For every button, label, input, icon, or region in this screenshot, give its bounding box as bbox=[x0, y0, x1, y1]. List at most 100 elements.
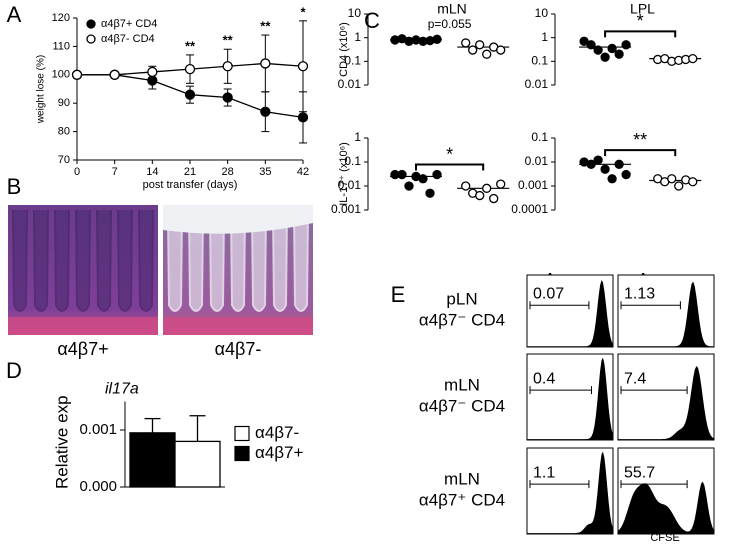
legend-marker bbox=[86, 34, 96, 44]
histogram bbox=[618, 281, 714, 347]
panel-letter: C bbox=[364, 8, 380, 33]
y-tick-label: 0.001 bbox=[79, 421, 117, 438]
data-point bbox=[475, 40, 485, 50]
data-point bbox=[607, 43, 617, 54]
histogram bbox=[527, 451, 613, 534]
panel-letter: B bbox=[7, 174, 22, 199]
row-cells: α4β7⁺ CD4 bbox=[419, 490, 505, 509]
chart-title: il17a bbox=[105, 381, 139, 398]
data-point bbox=[468, 45, 478, 55]
gate-value: 7.4 bbox=[624, 370, 646, 387]
data-point bbox=[397, 169, 407, 180]
significance: ** bbox=[223, 33, 234, 48]
legend-swatch bbox=[234, 425, 250, 442]
legend-label: α4β7- bbox=[255, 423, 299, 442]
crypt bbox=[138, 209, 154, 312]
gate-value: 1.1 bbox=[533, 464, 555, 481]
crypt bbox=[209, 209, 225, 312]
data-point bbox=[222, 61, 233, 72]
significance-bracket bbox=[604, 30, 677, 38]
histogram bbox=[618, 481, 714, 534]
chart-title: LPL bbox=[630, 1, 655, 17]
data-point bbox=[475, 190, 485, 201]
error-bar bbox=[189, 415, 206, 442]
data-point bbox=[147, 66, 158, 78]
y-tick-label: 10 bbox=[535, 6, 549, 20]
crypt bbox=[251, 209, 267, 312]
bar bbox=[129, 432, 176, 488]
significance: * bbox=[637, 11, 644, 31]
crypt bbox=[230, 209, 246, 312]
data-point bbox=[688, 53, 698, 64]
data-point bbox=[667, 174, 677, 184]
data-point bbox=[600, 52, 610, 62]
y-tick-label: 0.000 bbox=[79, 478, 117, 495]
data-point bbox=[461, 38, 471, 48]
data-point bbox=[260, 106, 271, 117]
y-tick-label: 70 bbox=[58, 154, 70, 166]
data-point bbox=[674, 181, 684, 191]
data-point bbox=[586, 159, 596, 169]
gate-value: 55.7 bbox=[624, 464, 655, 481]
data-point bbox=[593, 45, 603, 55]
data-point bbox=[607, 174, 617, 184]
significance: ** bbox=[260, 18, 271, 33]
y-axis-label: IL-17⁺ (x10⁶) bbox=[338, 142, 350, 206]
y-tick-label: 100 bbox=[52, 69, 70, 81]
data-point bbox=[222, 92, 233, 103]
data-point bbox=[621, 40, 631, 50]
y-tick-label: 0.01 bbox=[338, 77, 362, 91]
significance: * bbox=[300, 4, 306, 19]
x-tick-label: 14 bbox=[146, 166, 158, 178]
data-point bbox=[593, 155, 603, 165]
gate bbox=[529, 480, 590, 489]
data-point bbox=[461, 181, 471, 191]
panel-letter: D bbox=[6, 358, 22, 383]
x-axis-label: CFSE bbox=[650, 532, 679, 544]
data-point bbox=[614, 49, 624, 59]
significance: ** bbox=[633, 130, 647, 150]
y-tick-label: 90 bbox=[58, 97, 70, 109]
y-tick-label: 0.01 bbox=[525, 154, 549, 168]
crypt bbox=[12, 209, 28, 312]
data-point bbox=[586, 40, 596, 50]
panel-letter: E bbox=[391, 282, 406, 307]
gate bbox=[529, 301, 590, 310]
data-point bbox=[496, 179, 506, 189]
x-tick-label: 21 bbox=[184, 166, 196, 178]
legend-label: α4β7+ bbox=[255, 443, 304, 462]
y-tick-label: 10 bbox=[348, 6, 362, 20]
y-tick-label: 0.001 bbox=[331, 202, 361, 216]
y-tick-label: 0.01 bbox=[338, 178, 362, 192]
data-point bbox=[482, 183, 492, 193]
x-tick-label: 35 bbox=[259, 166, 271, 178]
row-tissue: mLN bbox=[444, 469, 480, 488]
data-point bbox=[404, 181, 414, 191]
data-point bbox=[297, 61, 309, 72]
error-bar bbox=[144, 417, 161, 433]
crypt bbox=[54, 209, 70, 312]
data-point bbox=[418, 174, 428, 184]
panel-letter: A bbox=[7, 2, 22, 27]
data-point bbox=[614, 159, 624, 169]
data-point bbox=[425, 188, 435, 198]
p-value: p=0.055 bbox=[428, 17, 472, 31]
row-tissue: pLN bbox=[446, 289, 477, 308]
crypt bbox=[272, 209, 288, 312]
y-tick-label: 0.1 bbox=[344, 154, 361, 168]
histology-label: α4β7+ bbox=[57, 339, 108, 359]
row-tissue: mLN bbox=[444, 375, 480, 394]
y-tick-label: 1 bbox=[354, 30, 361, 44]
data-point bbox=[432, 34, 442, 44]
row-cells: α4β7⁻ CD4 bbox=[419, 310, 505, 329]
data-point bbox=[621, 169, 631, 180]
y-tick-label: 0.0001 bbox=[511, 202, 548, 216]
legend-label: α4β7- CD4 bbox=[101, 33, 155, 45]
legend-label: α4β7+ CD4 bbox=[101, 18, 157, 30]
x-tick-label: 42 bbox=[297, 166, 309, 178]
data-point bbox=[297, 112, 309, 123]
y-tick-label: 0.1 bbox=[531, 54, 548, 68]
histogram bbox=[527, 280, 613, 347]
data-point bbox=[688, 177, 698, 187]
